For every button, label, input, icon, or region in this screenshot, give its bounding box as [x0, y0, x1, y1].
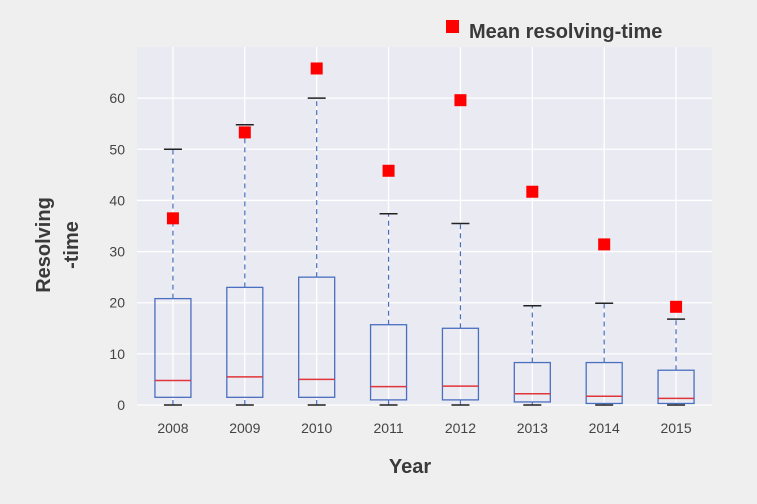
x-axis-title: Year: [389, 456, 431, 478]
y-axis-title: Resolving -time: [33, 197, 83, 293]
y-tick-label-0: 0: [117, 397, 125, 413]
mean-marker-2009: [238, 126, 251, 139]
mean-layer: [166, 62, 683, 313]
box-2013: [513, 305, 551, 406]
legend-label-mean: Mean resolving-time: [469, 21, 662, 43]
mean-marker-2010: [310, 62, 323, 75]
mean-marker-2012: [454, 94, 467, 107]
mean-marker-2011: [382, 164, 395, 177]
mean-marker-2014: [598, 238, 611, 251]
box-iqr-2014: [585, 361, 623, 405]
mean-marker-2015: [670, 300, 683, 313]
y-tick-label-20: 20: [109, 295, 125, 311]
y-tick-label-50: 50: [109, 141, 125, 157]
box-2010: [298, 97, 336, 406]
y-tick-label-40: 40: [109, 192, 125, 208]
x-tick-label-2012: 2012: [445, 420, 476, 436]
box-iqr-2015: [657, 369, 695, 405]
x-tick-label-2011: 2011: [374, 420, 404, 436]
y-tick-labels: 0 10 20 30 40 50 60: [109, 90, 125, 413]
y-tick-label-30: 30: [109, 244, 125, 260]
x-tick-label-2008: 2008: [157, 420, 188, 436]
x-tick-label-2015: 2015: [660, 420, 691, 436]
y-tick-label-60: 60: [109, 90, 125, 106]
legend-marker-mean: [446, 20, 459, 33]
box-iqr-2011: [369, 324, 408, 401]
x-tick-labels: 2008 2009 2010 2011 2012 2013 2014 2015: [157, 420, 691, 436]
box-iqr-2013: [513, 361, 551, 403]
legend: Mean resolving-time: [446, 20, 662, 43]
box-iqr-2012: [441, 327, 480, 401]
box-2015: [657, 318, 695, 406]
box-iqr-2009: [226, 286, 264, 398]
mean-marker-2013: [526, 185, 539, 198]
y-axis-title-line1: Resolving: [33, 197, 55, 293]
box-iqr-2008: [154, 297, 192, 398]
box-2011: [369, 212, 408, 406]
box-2012: [441, 222, 480, 406]
box-2009: [226, 123, 264, 406]
x-tick-label-2010: 2010: [301, 420, 332, 436]
plot-area: [137, 47, 712, 405]
mean-marker-2008: [166, 212, 179, 225]
y-axis-title-line2: -time: [61, 221, 83, 269]
box-2014: [585, 302, 623, 406]
x-tick-label-2009: 2009: [229, 420, 260, 436]
box-iqr-2010: [298, 276, 336, 398]
x-tick-label-2013: 2013: [517, 420, 548, 436]
x-tick-label-2014: 2014: [589, 420, 620, 436]
y-tick-label-10: 10: [109, 346, 125, 362]
grid-layer: [137, 47, 712, 406]
box-layer: [154, 97, 695, 406]
